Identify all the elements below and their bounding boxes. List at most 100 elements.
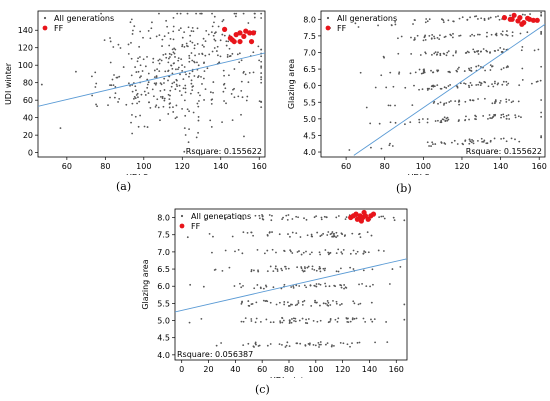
data-point — [422, 72, 425, 74]
data-point — [59, 127, 62, 130]
data-point — [163, 82, 165, 84]
y-tick-label: 4.5 — [157, 334, 170, 343]
data-point — [426, 118, 429, 120]
data-point — [332, 233, 335, 235]
data-point — [435, 53, 438, 56]
data-point — [464, 118, 467, 121]
data-point — [186, 236, 189, 239]
data-point — [196, 102, 199, 105]
plot-frame — [320, 10, 546, 158]
data-point — [464, 100, 467, 103]
data-point — [197, 105, 200, 108]
x-tick-label: 160 — [389, 365, 404, 374]
data-point — [343, 235, 346, 237]
data-point — [491, 65, 493, 68]
data-point — [185, 73, 187, 76]
data-point — [261, 213, 263, 216]
data-point — [95, 82, 98, 85]
data-point — [326, 234, 329, 236]
data-point — [310, 233, 313, 236]
data-point — [181, 43, 184, 46]
data-point — [319, 319, 322, 322]
data-point — [509, 14, 511, 17]
data-point — [211, 251, 213, 254]
data-point — [432, 85, 435, 88]
data-point — [238, 52, 241, 55]
data-point — [250, 270, 253, 273]
data-point — [303, 266, 306, 268]
data-point — [181, 70, 184, 72]
y-tick-label: 4.5 — [303, 131, 316, 140]
data-point — [127, 43, 130, 46]
data-point — [222, 69, 225, 72]
data-point — [392, 216, 395, 219]
data-point — [335, 302, 338, 305]
x-tick-label: 160 — [252, 162, 267, 171]
data-point — [521, 67, 524, 70]
data-point — [109, 96, 111, 99]
data-point — [477, 98, 479, 100]
y-tick-label: 7.0 — [303, 48, 316, 57]
data-point — [211, 50, 214, 53]
data-point — [158, 34, 161, 36]
y-tick-label: 20 — [23, 131, 33, 140]
data-point — [517, 115, 520, 118]
data-point — [180, 94, 183, 97]
data-point — [192, 85, 195, 88]
data-point — [292, 285, 295, 288]
data-point — [94, 86, 97, 88]
data-point — [250, 231, 253, 234]
data-point — [501, 30, 504, 33]
data-point — [494, 16, 497, 18]
data-point — [342, 248, 345, 251]
data-point — [458, 103, 461, 106]
data-point — [179, 73, 181, 76]
data-point — [193, 75, 196, 77]
data-point — [502, 113, 505, 116]
data-point — [170, 64, 172, 67]
data-point — [291, 252, 294, 254]
data-point — [155, 82, 158, 85]
data-point — [413, 38, 416, 41]
data-point — [452, 20, 455, 23]
data-point — [315, 283, 318, 285]
data-point — [307, 265, 310, 268]
data-point — [340, 286, 343, 289]
data-point — [289, 249, 292, 252]
data-point — [295, 342, 298, 345]
data-point — [168, 106, 171, 109]
data-point — [247, 300, 250, 302]
data-point — [454, 100, 457, 103]
data-point — [420, 72, 423, 75]
data-point — [434, 143, 437, 145]
data-point — [305, 218, 308, 221]
data-point — [136, 102, 138, 105]
data-point — [131, 114, 133, 116]
data-point — [163, 89, 166, 91]
data-point — [285, 344, 288, 347]
data-point — [502, 137, 505, 140]
data-point — [139, 56, 141, 58]
data-point — [540, 111, 543, 114]
data-point — [330, 345, 333, 348]
data-point — [439, 34, 441, 37]
data-point — [458, 99, 460, 102]
data-point — [188, 57, 191, 60]
data-point — [158, 12, 160, 15]
x-tick-label: 60 — [62, 162, 72, 171]
data-point — [385, 86, 388, 89]
x-tick-label: 140 — [493, 162, 508, 171]
data-point — [188, 128, 190, 131]
data-point — [183, 31, 186, 34]
data-point — [294, 320, 297, 323]
data-point — [182, 87, 185, 90]
data-point — [103, 39, 106, 42]
data-point — [260, 65, 263, 68]
data-point — [510, 101, 513, 104]
data-point — [118, 97, 121, 100]
y-tick-label: 60 — [23, 96, 33, 105]
data-point — [335, 252, 338, 255]
data-point — [269, 343, 272, 345]
data-point — [471, 138, 473, 141]
data-point — [134, 85, 137, 88]
